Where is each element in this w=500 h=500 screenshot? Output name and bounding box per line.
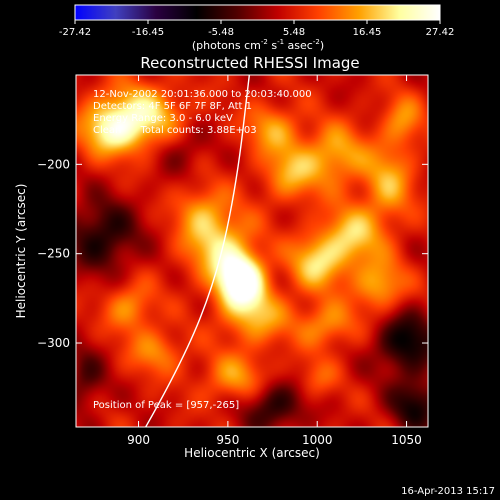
colorbar-ticks: -27.42 -16.45 -5.48 5.48 16.45 27.42 (59, 20, 454, 38)
y-tick-label: −200 (37, 157, 70, 171)
x-axis-ticks: 900 950 1000 1050 (127, 75, 422, 447)
annotation-peak: Position of Peak = [957,-265] (93, 400, 239, 411)
heatmap-image (76, 75, 428, 427)
x-tick-label: 900 (127, 433, 150, 447)
plot-area (76, 75, 428, 427)
annotation-energy: Energy Range: 3.0 - 6.0 keV (93, 113, 233, 124)
annotation-time: 12-Nov-2002 20:01:36.000 to 20:03:40.000 (93, 89, 312, 100)
x-tick-label: 1050 (391, 433, 422, 447)
y-axis-label: Heliocentric Y (arcsec) (14, 184, 28, 319)
footer-date: 16-Apr-2013 15:17 (401, 486, 495, 497)
y-tick-label: −250 (37, 247, 70, 261)
annotation-detectors: Detectors: 4F 5F 6F 7F 8F, Att 1 (93, 101, 252, 112)
y-tick-label: −300 (37, 336, 70, 350)
x-tick-label: 1000 (302, 433, 333, 447)
colorbar-tick-label: 5.48 (283, 27, 305, 38)
y-axis-ticks: −200 −250 −300 (37, 157, 428, 350)
plot-frame (75, 74, 429, 428)
colorbar-tick-label: -27.42 (59, 27, 91, 38)
colorbar (74, 4, 441, 21)
colorbar-tick-label: -5.48 (208, 27, 234, 38)
colorbar-tick-label: 16.45 (353, 27, 382, 38)
x-axis-label: Heliocentric X (arcsec) (184, 446, 320, 460)
solar-limb-curve (145, 75, 251, 427)
chart-title: Reconstructed RHESSI Image (140, 54, 359, 72)
colorbar-unit-label: (photons cm-2 s-1 asec-2) (192, 38, 324, 52)
annotation-clean: Clean Total counts: 3.88E+03 (93, 125, 257, 136)
colorbar-tick-label: -16.45 (132, 27, 164, 38)
colorbar-tick-label: 27.42 (426, 27, 455, 38)
x-tick-label: 950 (216, 433, 239, 447)
